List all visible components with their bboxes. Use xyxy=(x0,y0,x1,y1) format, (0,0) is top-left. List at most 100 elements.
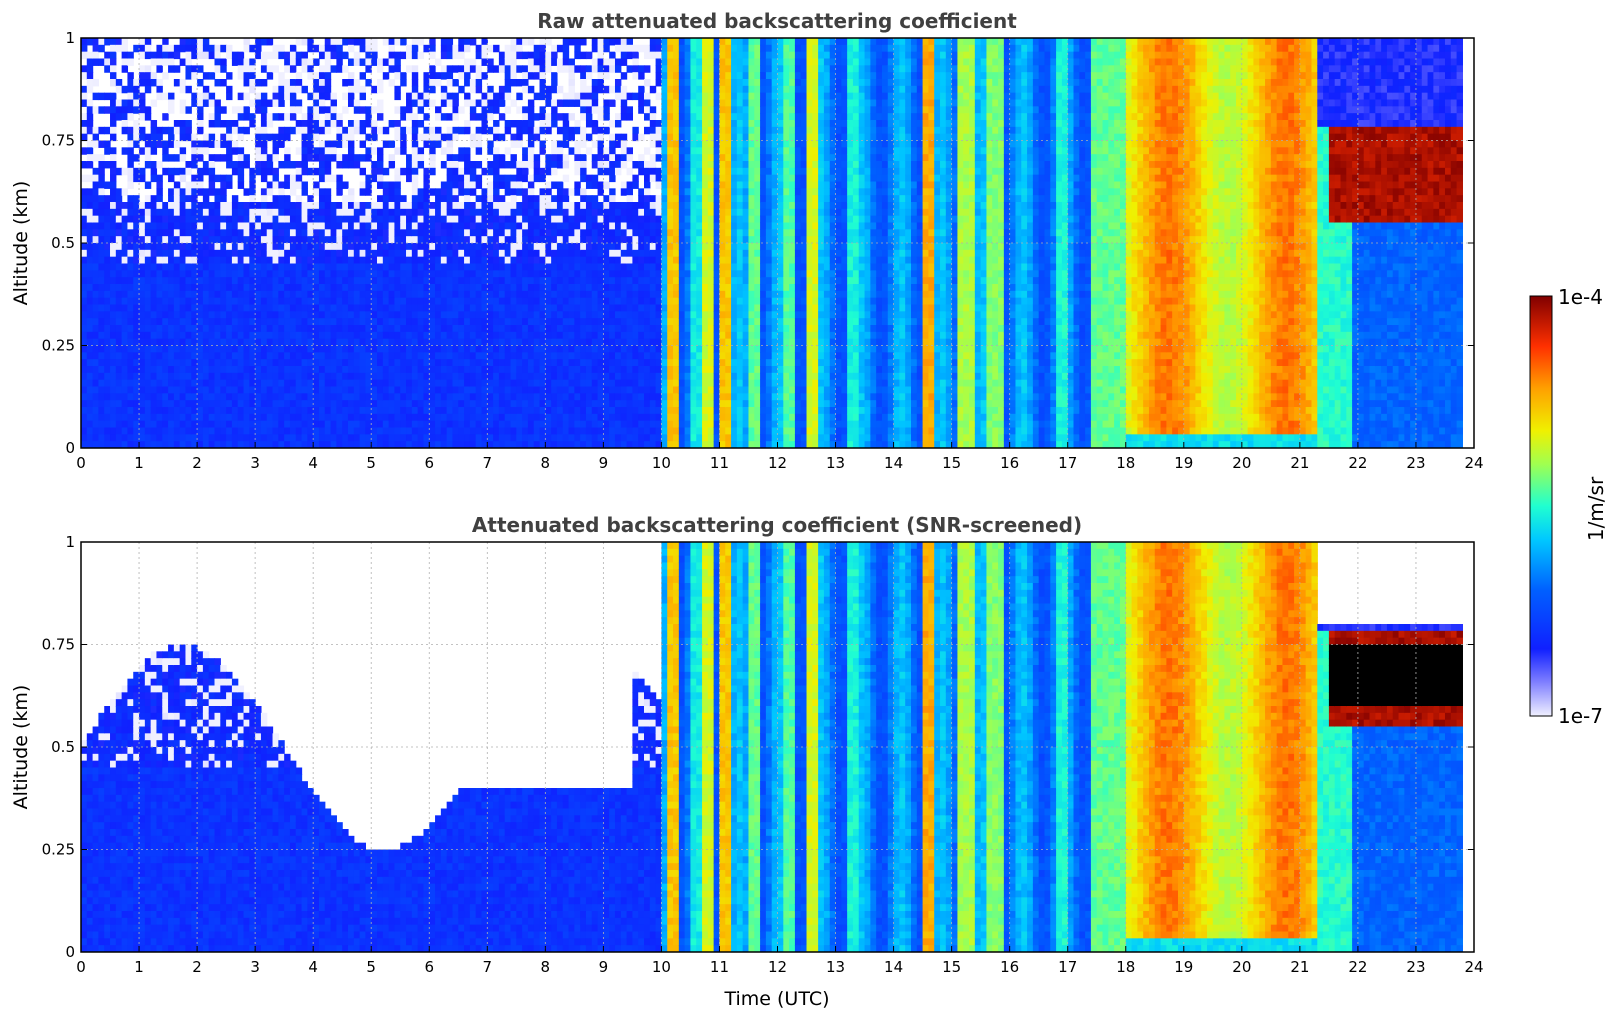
heatmap-cell xyxy=(377,407,384,415)
heatmap-cell xyxy=(458,44,465,53)
heatmap-cell xyxy=(266,407,274,415)
heatmap-cell xyxy=(278,379,285,388)
heatmap-cell xyxy=(609,318,616,326)
heatmap-cell xyxy=(574,366,581,374)
heatmap-cell xyxy=(377,236,384,244)
heatmap-cell xyxy=(516,44,523,53)
heatmap-cell xyxy=(220,441,227,448)
heatmap-cell xyxy=(318,352,326,360)
heatmap-cell xyxy=(249,236,256,244)
heatmap-cell xyxy=(197,441,204,448)
heatmap-cell xyxy=(284,400,291,408)
heatmap-cell xyxy=(574,99,581,107)
heatmap-cell xyxy=(498,243,506,251)
heatmap-cell xyxy=(139,208,146,217)
heatmap-cell xyxy=(452,65,459,73)
heatmap-cell xyxy=(435,222,442,230)
heatmap-cell xyxy=(214,386,221,394)
heatmap-cell xyxy=(516,174,523,183)
heatmap-cell xyxy=(168,195,175,203)
heatmap-cell xyxy=(197,420,204,429)
heatmap-cell xyxy=(278,331,285,340)
heatmap-cell xyxy=(202,420,210,429)
heatmap-cell xyxy=(620,325,628,333)
heatmap-cell xyxy=(510,79,517,87)
heatmap-cell xyxy=(475,379,483,388)
heatmap-cell xyxy=(191,236,198,244)
heatmap-cell xyxy=(371,147,378,155)
heatmap-cell xyxy=(318,106,326,114)
heatmap-cell xyxy=(429,352,436,360)
heatmap-cell xyxy=(191,154,198,162)
heatmap-cell xyxy=(556,229,564,237)
heatmap-cell xyxy=(301,51,308,60)
heatmap-cell xyxy=(284,243,291,251)
heatmap-cell xyxy=(342,65,349,73)
heatmap-cell xyxy=(92,304,100,312)
heatmap-cell xyxy=(156,256,163,265)
heatmap-cell xyxy=(556,427,564,435)
heatmap-cell xyxy=(562,44,570,53)
heatmap-cell xyxy=(527,174,535,183)
heatmap-cell xyxy=(110,161,117,169)
heatmap-cell xyxy=(115,304,123,312)
heatmap-cell xyxy=(127,161,134,169)
heatmap-cell xyxy=(504,311,512,319)
heatmap-cell xyxy=(104,297,111,306)
heatmap-cell xyxy=(144,359,152,367)
heatmap-cell xyxy=(202,386,210,394)
heatmap-cell xyxy=(156,420,163,429)
heatmap-cell xyxy=(313,167,320,176)
heatmap-cell xyxy=(191,99,198,107)
heatmap-cell xyxy=(371,38,378,46)
heatmap-cell xyxy=(533,195,541,203)
heatmap-cell xyxy=(382,167,390,176)
heatmap-cell xyxy=(614,297,622,306)
heatmap-cell xyxy=(214,379,221,388)
heatmap-cell xyxy=(202,270,210,278)
heatmap-cell xyxy=(301,147,308,155)
heatmap-cell xyxy=(185,400,192,408)
heatmap-cell xyxy=(237,379,245,388)
heatmap-cell xyxy=(324,386,332,394)
heatmap-cell xyxy=(406,229,413,237)
heatmap-cell xyxy=(168,208,175,217)
heatmap-cell xyxy=(318,44,326,53)
heatmap-cell xyxy=(139,236,146,244)
heatmap-cell xyxy=(406,215,413,224)
heatmap-cell xyxy=(429,413,436,422)
heatmap-cell xyxy=(365,120,372,128)
heatmap-cell xyxy=(307,202,314,210)
heatmap-cell xyxy=(353,366,361,374)
heatmap-cell xyxy=(487,222,494,230)
heatmap-cell xyxy=(81,297,88,306)
heatmap-cell xyxy=(400,222,407,230)
heatmap-cell xyxy=(144,236,152,244)
heatmap-cell xyxy=(522,393,529,401)
heatmap-cell xyxy=(545,284,552,292)
heatmap-cell xyxy=(522,249,529,258)
heatmap-cell xyxy=(527,420,535,429)
heatmap-cell xyxy=(231,243,239,251)
heatmap-cell xyxy=(626,290,633,299)
heatmap-cell xyxy=(330,249,337,258)
heatmap-cell xyxy=(243,277,250,285)
heatmap-cell xyxy=(498,304,506,312)
heatmap-cell xyxy=(568,92,575,101)
heatmap-cell xyxy=(597,181,604,189)
heatmap-cell xyxy=(121,126,129,135)
heatmap-cell xyxy=(388,44,396,53)
heatmap-cell xyxy=(359,167,366,176)
heatmap-cell xyxy=(440,372,448,381)
heatmap-cell xyxy=(162,202,169,210)
heatmap-cell xyxy=(127,215,134,224)
heatmap-cell xyxy=(301,325,308,333)
heatmap-cell xyxy=(231,290,239,299)
heatmap-cell xyxy=(173,427,181,435)
heatmap-cell xyxy=(365,154,372,162)
heatmap-cell xyxy=(133,297,140,306)
heatmap-cell xyxy=(533,215,541,224)
heatmap-cell xyxy=(423,290,430,299)
heatmap-cell xyxy=(614,284,622,292)
heatmap-cell xyxy=(237,413,245,422)
